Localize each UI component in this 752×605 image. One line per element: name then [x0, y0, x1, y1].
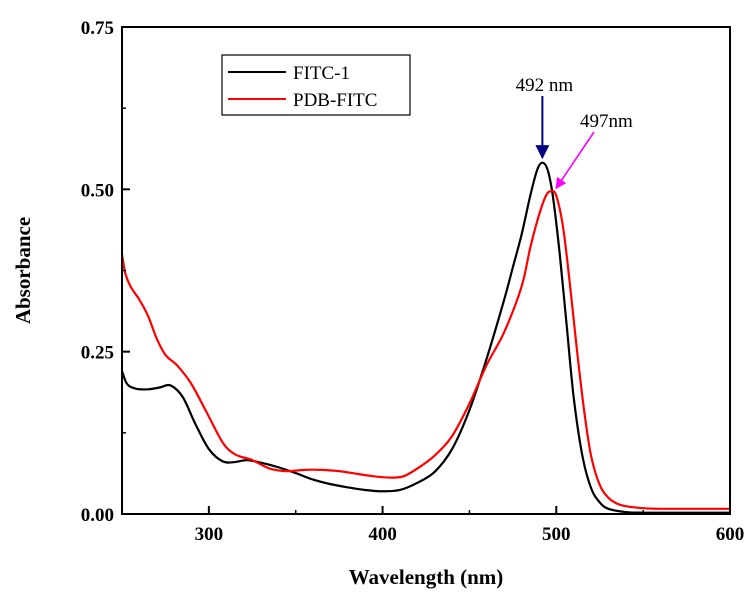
- annotation-label-492nm: 492 nm: [516, 75, 574, 96]
- y-axis-title: Absorbance: [11, 217, 35, 324]
- annotation-label-497nm: 497nm: [580, 111, 633, 132]
- x-tick-label: 300: [195, 524, 224, 545]
- legend: FITC-1 PDB-FITC: [221, 54, 411, 116]
- y-tick-label: 0.50: [81, 180, 114, 201]
- series-line-fitc-1: [120, 161, 730, 514]
- x-tick-label: 400: [368, 524, 397, 545]
- y-tick-label: 0.75: [81, 18, 114, 39]
- x-tick-label: 500: [542, 524, 571, 545]
- series-line-pdb-fitc: [120, 189, 730, 510]
- y-tick-label: 0.00: [81, 505, 114, 526]
- x-axis-title: Wavelength (nm): [349, 565, 504, 589]
- annotation-arrow-497nm: [555, 131, 595, 190]
- y-tick-label: 0.25: [81, 343, 114, 364]
- legend-box: [221, 54, 411, 116]
- series-layer: [120, 161, 730, 514]
- annotation-layer: 492 nm 497nm: [516, 75, 633, 190]
- axis-ticks: 300 400 500 600 0.00 0.25 0.50 0.75: [81, 18, 745, 545]
- plot-frame: [121, 26, 731, 515]
- x-tick-label: 600: [716, 524, 745, 545]
- legend-label-fitc-1: FITC-1: [293, 63, 350, 84]
- legend-label-pdb-fitc: PDB-FITC: [293, 90, 377, 111]
